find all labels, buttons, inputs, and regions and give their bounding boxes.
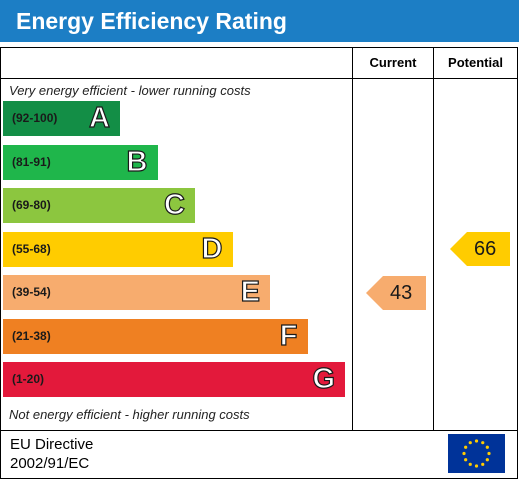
eu-flag-icon xyxy=(448,434,505,473)
band-range-label: (69-80) xyxy=(12,198,51,212)
band-g: (1-20) G xyxy=(3,362,345,397)
flag-star xyxy=(481,441,485,445)
flag-star xyxy=(462,451,466,456)
band-range-label: (1-20) xyxy=(12,372,45,386)
page-title: Energy Efficiency Rating xyxy=(0,0,519,42)
band-e: (39-54) E xyxy=(3,275,270,310)
divider-current xyxy=(352,47,353,431)
current-rating-arrow: 43 xyxy=(366,275,426,310)
column-header-current: Current xyxy=(369,55,417,70)
divider-footer-row xyxy=(0,430,518,431)
band-f: (21-38) F xyxy=(3,318,308,354)
band-range-label: (21-38) xyxy=(12,328,51,343)
divider-header-row xyxy=(0,78,518,79)
potential-rating-value: 66 xyxy=(474,238,497,260)
band-range-label: (92-100) xyxy=(12,111,58,125)
flag-star xyxy=(485,458,489,462)
band-b: (81-91) B xyxy=(3,144,158,180)
band-d: (55-68) D xyxy=(3,231,233,267)
column-header-potential: Potential xyxy=(448,55,503,70)
band-letter: A xyxy=(88,101,110,134)
flag-star xyxy=(468,441,472,445)
current-rating-value: 43 xyxy=(390,281,413,304)
rating-table xyxy=(0,47,518,479)
band-letter: E xyxy=(240,275,261,308)
caption-bottom: Not energy efficient - higher running co… xyxy=(9,407,250,422)
band-letter: G xyxy=(312,362,336,395)
band-letter: B xyxy=(126,145,148,178)
band-c: (69-80) C xyxy=(3,188,195,223)
band-a: (92-100) A xyxy=(3,101,120,136)
band-letter: F xyxy=(279,319,298,352)
current-arrow-shape xyxy=(366,275,426,310)
flag-star xyxy=(487,451,491,456)
potential-rating-arrow: 66 xyxy=(450,232,510,266)
potential-arrow-shape xyxy=(450,232,510,266)
footer-directive-line1: EU Directive xyxy=(10,436,94,453)
flag-star xyxy=(474,464,479,468)
flag-star xyxy=(485,445,489,449)
flag-star xyxy=(464,445,468,449)
band-range-label: (39-54) xyxy=(12,285,51,299)
flag-star xyxy=(474,439,479,443)
caption-top: Very energy efficient - lower running co… xyxy=(9,83,251,98)
flag-star xyxy=(481,462,485,466)
footer-directive-line2: 2002/91/EC xyxy=(10,455,90,472)
divider-potential xyxy=(433,47,434,431)
band-range-label: (81-91) xyxy=(12,154,51,169)
flag-star xyxy=(468,462,472,466)
band-letter: C xyxy=(163,188,185,221)
band-letter: D xyxy=(201,232,223,265)
band-range-label: (55-68) xyxy=(12,241,51,256)
flag-star xyxy=(464,458,468,462)
